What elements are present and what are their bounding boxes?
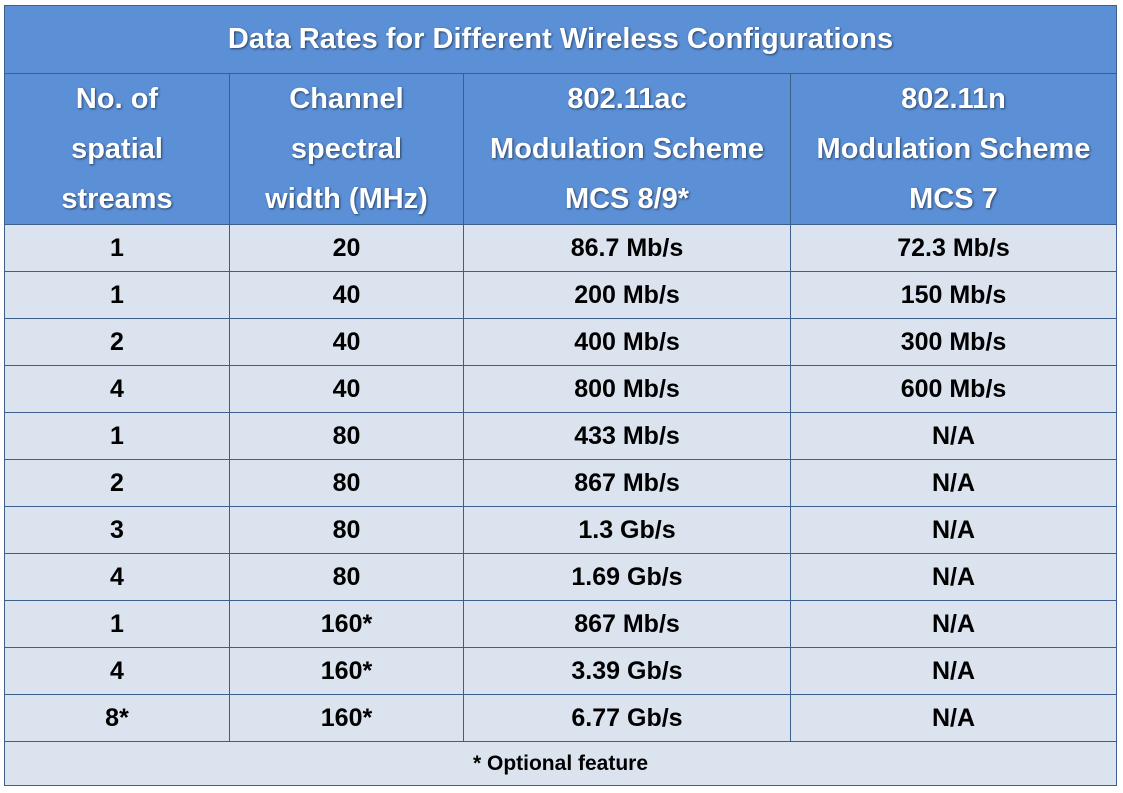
cell-80211ac-rate: 86.7 Mb/s — [463, 224, 791, 272]
header-line: MCS 7 — [909, 183, 998, 215]
cell-spatial-streams: 3 — [4, 506, 230, 554]
footnote-row: * Optional feature — [4, 741, 1117, 786]
data-rates-table: Data Rates for Different Wireless Config… — [4, 5, 1117, 786]
header-line: Modulation Scheme — [816, 133, 1091, 165]
header-line: 802.11n — [901, 83, 1006, 115]
cell-spatial-streams: 1 — [4, 600, 230, 648]
cell-80211n-rate: 150 Mb/s — [790, 271, 1117, 319]
cell-spatial-streams: 1 — [4, 224, 230, 272]
cell-80211ac-rate: 867 Mb/s — [463, 459, 791, 507]
cell-80211ac-rate: 6.77 Gb/s — [463, 694, 791, 742]
cell-channel-width: 160* — [229, 600, 464, 648]
column-header-channel-width: Channel spectral width (MHz) — [229, 73, 464, 225]
table-row: 8* 160* 6.77 Gb/s N/A — [4, 694, 1117, 742]
cell-channel-width: 40 — [229, 318, 464, 366]
footnote: * Optional feature — [4, 741, 1117, 786]
cell-spatial-streams: 1 — [4, 271, 230, 319]
cell-spatial-streams: 1 — [4, 412, 230, 460]
header-line: 802.11ac — [567, 83, 687, 115]
header-line: spectral — [290, 133, 403, 165]
cell-80211n-rate: N/A — [790, 647, 1117, 695]
cell-80211n-rate: 72.3 Mb/s — [790, 224, 1117, 272]
cell-80211ac-rate: 3.39 Gb/s — [463, 647, 791, 695]
cell-channel-width: 80 — [229, 506, 464, 554]
cell-80211n-rate: N/A — [790, 553, 1117, 601]
cell-channel-width: 80 — [229, 459, 464, 507]
cell-spatial-streams: 4 — [4, 553, 230, 601]
cell-channel-width: 160* — [229, 647, 464, 695]
title-row: Data Rates for Different Wireless Config… — [4, 5, 1117, 74]
table-row: 4 160* 3.39 Gb/s N/A — [4, 647, 1117, 695]
cell-80211n-rate: N/A — [790, 600, 1117, 648]
table-row: 1 80 433 Mb/s N/A — [4, 412, 1117, 460]
cell-spatial-streams: 4 — [4, 365, 230, 413]
cell-spatial-streams: 2 — [4, 459, 230, 507]
cell-80211n-rate: N/A — [790, 459, 1117, 507]
cell-80211n-rate: N/A — [790, 694, 1117, 742]
table-row: 1 20 86.7 Mb/s 72.3 Mb/s — [4, 224, 1117, 272]
header-line: width (MHz) — [265, 183, 428, 215]
column-header-spatial-streams: No. of spatial streams — [4, 73, 230, 225]
table-row: 3 80 1.3 Gb/s N/A — [4, 506, 1117, 554]
cell-80211ac-rate: 800 Mb/s — [463, 365, 791, 413]
cell-80211ac-rate: 1.3 Gb/s — [463, 506, 791, 554]
cell-channel-width: 160* — [229, 694, 464, 742]
cell-channel-width: 40 — [229, 271, 464, 319]
cell-spatial-streams: 2 — [4, 318, 230, 366]
cell-spatial-streams: 4 — [4, 647, 230, 695]
table-title: Data Rates for Different Wireless Config… — [4, 5, 1117, 74]
column-header-80211n: 802.11n Modulation Scheme MCS 7 — [790, 73, 1117, 225]
data-rates-table-container: Data Rates for Different Wireless Config… — [4, 5, 1117, 786]
cell-channel-width: 80 — [229, 553, 464, 601]
table-row: 2 40 400 Mb/s 300 Mb/s — [4, 318, 1117, 366]
header-line: streams — [61, 183, 173, 215]
table-row: 2 80 867 Mb/s N/A — [4, 459, 1117, 507]
cell-spatial-streams: 8* — [4, 694, 230, 742]
table-row: 1 40 200 Mb/s 150 Mb/s — [4, 271, 1117, 319]
header-line: No. of — [75, 83, 159, 115]
cell-80211ac-rate: 400 Mb/s — [463, 318, 791, 366]
table-row: 4 40 800 Mb/s 600 Mb/s — [4, 365, 1117, 413]
column-header-80211ac: 802.11ac Modulation Scheme MCS 8/9* — [463, 73, 791, 225]
cell-80211ac-rate: 433 Mb/s — [463, 412, 791, 460]
table-row: 4 80 1.69 Gb/s N/A — [4, 553, 1117, 601]
cell-channel-width: 80 — [229, 412, 464, 460]
header-line: Channel — [289, 83, 404, 115]
cell-channel-width: 20 — [229, 224, 464, 272]
cell-80211ac-rate: 1.69 Gb/s — [463, 553, 791, 601]
cell-80211n-rate: 300 Mb/s — [790, 318, 1117, 366]
cell-80211n-rate: 600 Mb/s — [790, 365, 1117, 413]
header-line: MCS 8/9* — [564, 183, 690, 215]
cell-80211n-rate: N/A — [790, 412, 1117, 460]
cell-80211ac-rate: 200 Mb/s — [463, 271, 791, 319]
table-row: 1 160* 867 Mb/s N/A — [4, 600, 1117, 648]
header-line: Modulation Scheme — [490, 133, 764, 165]
cell-80211n-rate: N/A — [790, 506, 1117, 554]
cell-80211ac-rate: 867 Mb/s — [463, 600, 791, 648]
header-line: spatial — [71, 133, 163, 165]
cell-channel-width: 40 — [229, 365, 464, 413]
header-row: No. of spatial streams Channel spectral … — [4, 73, 1117, 225]
